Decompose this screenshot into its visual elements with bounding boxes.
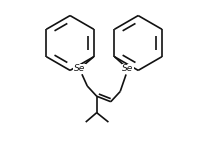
Text: Se: Se — [74, 64, 85, 73]
Text: Se: Se — [122, 64, 134, 73]
